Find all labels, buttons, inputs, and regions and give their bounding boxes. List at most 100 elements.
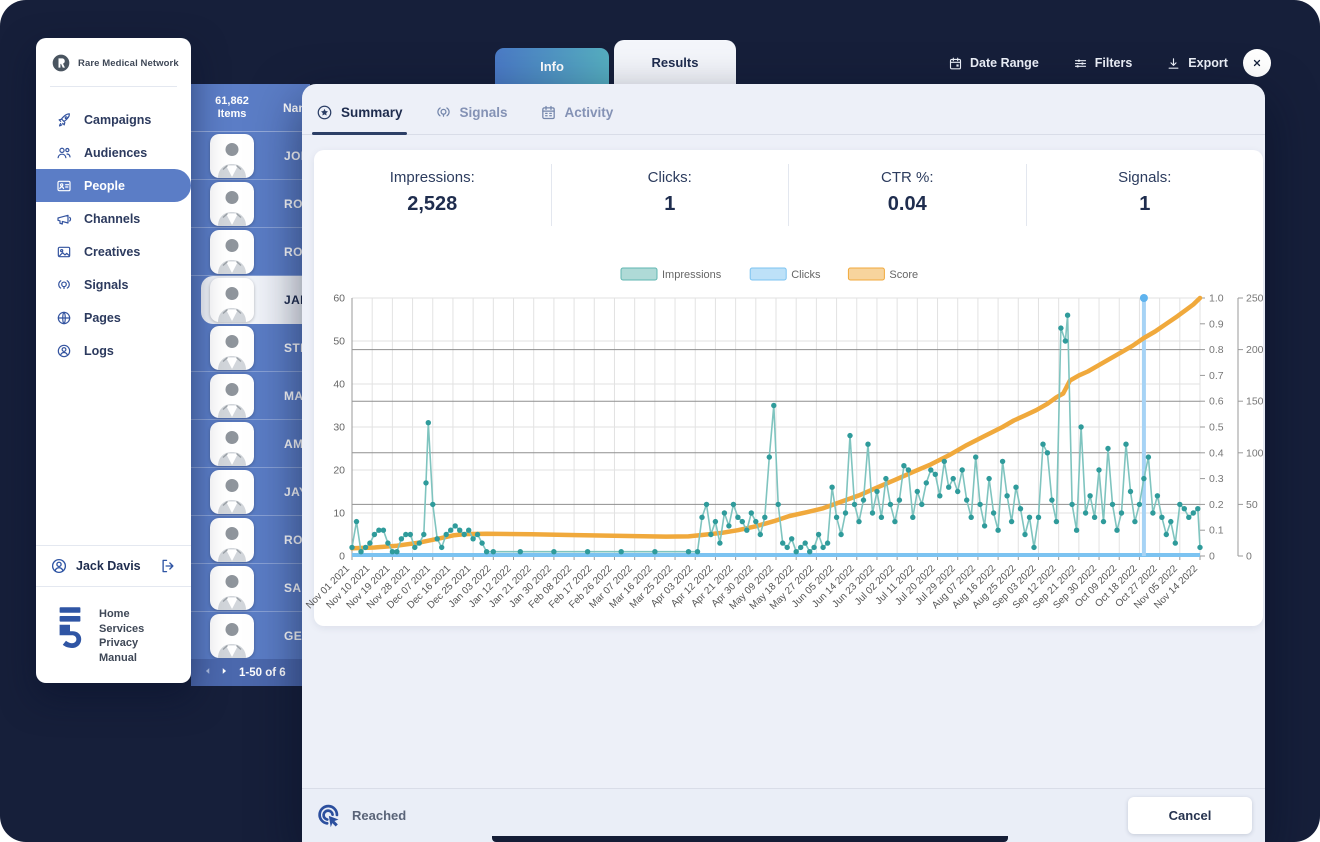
- svg-text:0: 0: [1209, 551, 1215, 563]
- topbar-actions: Date Range Filters Export: [948, 42, 1228, 84]
- person-row[interactable]: MAL: [191, 372, 310, 420]
- person-row[interactable]: ROB: [191, 516, 310, 564]
- svg-text:100: 100: [1246, 447, 1264, 459]
- sheet-edge: [492, 836, 1008, 842]
- brand-logo-icon: [51, 53, 71, 73]
- reached-icon: [315, 802, 342, 829]
- reached-label: Reached: [352, 808, 407, 823]
- page-previous-button[interactable]: [203, 666, 213, 679]
- svg-text:1.0: 1.0: [1209, 293, 1224, 305]
- sidebar-item-pages[interactable]: Pages: [36, 301, 191, 334]
- people-list-panel: 61,862 Items Nam JOHROBRONJAINSTEMALAMIJ…: [191, 84, 310, 686]
- stat-value: 1: [1139, 193, 1151, 215]
- sidebar-item-channels[interactable]: Channels: [36, 202, 191, 235]
- modal-tab-label: Signals: [459, 105, 508, 120]
- modal-tab-activity[interactable]: Activity: [538, 101, 616, 134]
- sidebar-item-creatives[interactable]: Creatives: [36, 235, 191, 268]
- sidebar-divider: [50, 86, 177, 87]
- svg-text:0.2: 0.2: [1209, 499, 1224, 511]
- people-list-header: 61,862 Items Nam: [191, 84, 310, 132]
- stat-value: 0.04: [887, 193, 927, 215]
- svg-text:0.4: 0.4: [1209, 447, 1224, 459]
- svg-text:250: 250: [1246, 293, 1264, 305]
- signal-icon: [435, 104, 452, 121]
- person-row[interactable]: RON: [191, 228, 310, 276]
- stats-row: Impressions: 2,528 Clicks: 1 CTR %: 0.04 Signa…: [314, 164, 1263, 226]
- footer-link-home[interactable]: Home: [99, 608, 130, 620]
- svg-text:50: 50: [333, 336, 345, 348]
- sidebar-item-signals[interactable]: Signals: [36, 268, 191, 301]
- person-avatar: [210, 229, 254, 274]
- svg-text:0: 0: [339, 551, 345, 563]
- brand-row: Rare Medical Network: [36, 38, 191, 86]
- megaphone-icon: [56, 211, 72, 227]
- tab-results[interactable]: Results: [614, 40, 736, 84]
- person-row[interactable]: JAY: [191, 468, 310, 516]
- stat-value: 2,528: [407, 193, 458, 215]
- footer-link-privacy[interactable]: Privacy: [99, 637, 139, 649]
- sidebar-item-label: Campaigns: [84, 112, 152, 127]
- person-name: JAY: [284, 484, 308, 499]
- close-icon: [1251, 57, 1263, 69]
- person-row[interactable]: SAN: [191, 564, 310, 612]
- sidebar-item-label: Logs: [84, 343, 114, 358]
- person-row[interactable]: AMI: [191, 420, 310, 468]
- user-row: Jack Davis: [36, 545, 191, 587]
- stat-value: 1: [664, 193, 676, 215]
- person-avatar: [210, 469, 254, 514]
- modal-tab-summary[interactable]: Summary: [312, 101, 407, 135]
- sidebar-item-people[interactable]: People: [36, 169, 191, 202]
- person-name: AMI: [284, 436, 308, 451]
- signal-icon: [56, 277, 72, 293]
- footer-link-manual[interactable]: Manual: [99, 651, 137, 664]
- person-row[interactable]: GEO: [191, 612, 310, 660]
- page-next-button[interactable]: [219, 666, 229, 679]
- logout-icon[interactable]: [159, 557, 177, 575]
- person-row[interactable]: JOH: [191, 132, 310, 180]
- svg-text:50: 50: [1246, 499, 1258, 511]
- pagination-label: 1-50 of 6: [239, 666, 286, 679]
- sidebar-item-label: Creatives: [84, 244, 141, 259]
- sidebar-item-audiences[interactable]: Audiences: [36, 136, 191, 169]
- person-row[interactable]: STE: [191, 324, 310, 372]
- export-button[interactable]: Export: [1166, 56, 1228, 71]
- sidebar-item-campaigns[interactable]: Campaigns: [36, 103, 191, 136]
- items-count-word: Items: [217, 107, 247, 120]
- stat-label: Impressions:: [389, 169, 475, 186]
- stat-label: Signals:: [1118, 169, 1172, 186]
- filters-button[interactable]: Filters: [1073, 56, 1132, 71]
- stat-ctr: CTR %: 0.04: [789, 164, 1027, 226]
- svg-text:0.7: 0.7: [1209, 370, 1224, 382]
- person-row[interactable]: ROB: [191, 180, 310, 228]
- modal-footer: Reached Cancel: [302, 788, 1265, 842]
- footer-link-services[interactable]: Services: [99, 622, 145, 635]
- close-button[interactable]: [1243, 49, 1271, 77]
- chevron-right-icon: [219, 666, 229, 676]
- chevron-left-icon: [203, 666, 213, 676]
- globe-icon: [56, 310, 72, 326]
- sidebar-item-logs[interactable]: Logs: [36, 334, 191, 367]
- svg-text:150: 150: [1246, 396, 1264, 408]
- person-avatar: [210, 421, 254, 466]
- modal-tab-label: Activity: [564, 105, 614, 120]
- sidebar-item-label: People: [84, 178, 125, 193]
- star-circle-icon: [316, 104, 333, 121]
- summary-card: Impressions: 2,528 Clicks: 1 CTR %: 0.04 Signa…: [304, 150, 1264, 626]
- export-icon: [1166, 56, 1181, 71]
- cancel-button[interactable]: Cancel: [1128, 797, 1252, 834]
- svg-text:0.6: 0.6: [1209, 396, 1224, 408]
- date-range-button[interactable]: Date Range: [948, 56, 1039, 71]
- tab-info[interactable]: Info: [495, 48, 609, 84]
- person-row[interactable]: JAIN: [201, 276, 310, 324]
- svg-text:0.9: 0.9: [1209, 318, 1224, 330]
- svg-text:0: 0: [1246, 551, 1252, 563]
- modal-tab-label: Summary: [341, 105, 403, 120]
- rocket-icon: [56, 112, 72, 128]
- person-avatar: [210, 181, 254, 226]
- person-avatar: [210, 133, 254, 178]
- calendar-grid-icon: [540, 104, 557, 121]
- stat-label: Clicks:: [647, 169, 692, 186]
- modal-tab-signals[interactable]: Signals: [433, 101, 510, 134]
- idcard-icon: [56, 178, 72, 194]
